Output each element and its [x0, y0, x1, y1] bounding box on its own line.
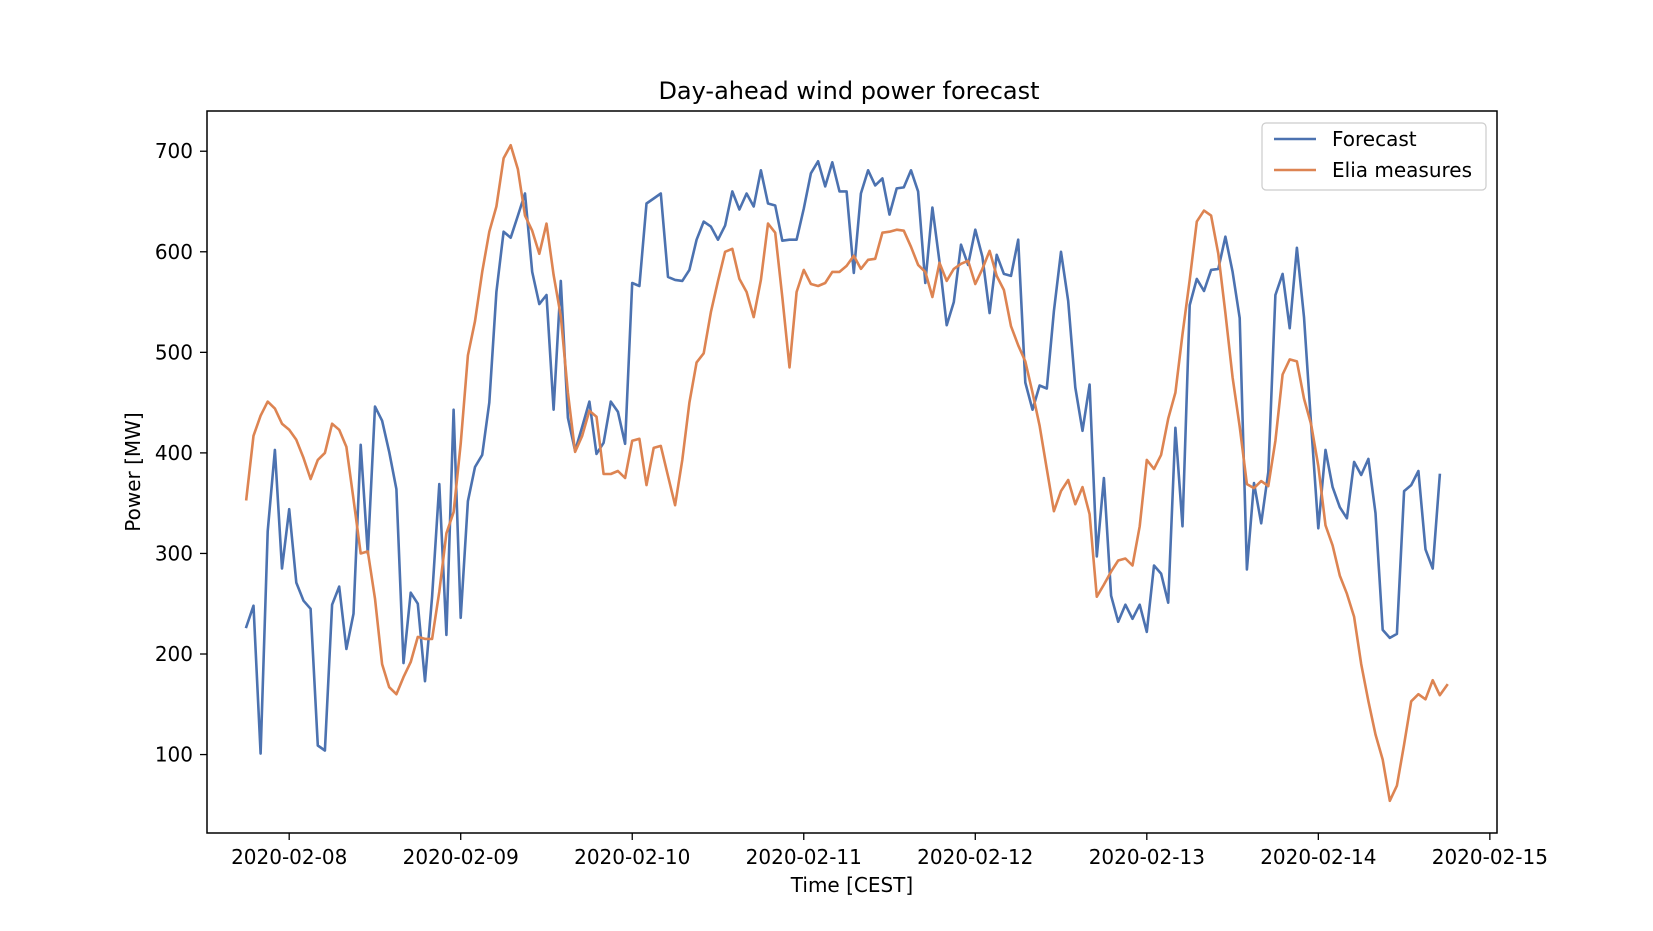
y-tick-label: 600	[155, 240, 193, 264]
x-tick-label: 2020-02-10	[574, 845, 690, 869]
legend: Forecast Elia measures	[1261, 122, 1487, 191]
y-tick-label: 300	[155, 541, 193, 565]
x-axis: 2020-02-08 2020-02-09 2020-02-10 2020-02-11…	[231, 833, 1548, 869]
y-tick-label: 200	[155, 642, 193, 666]
y-axis: 100 200 300 400 500 600 700	[155, 139, 207, 767]
series-line-forecast	[244, 160, 1442, 755]
y-tick-label: 400	[155, 441, 193, 465]
x-tick-label: 2020-02-12	[917, 845, 1033, 869]
x-tick-label: 2020-02-08	[231, 845, 347, 869]
y-tick-label: 700	[155, 139, 193, 163]
legend-box	[1261, 122, 1487, 191]
chart-title: Day-ahead wind power forecast	[658, 77, 1039, 105]
x-axis-label: Time [CEST]	[790, 873, 913, 897]
legend-label: Elia measures	[1332, 158, 1472, 182]
y-tick-label: 100	[155, 743, 193, 767]
y-tick-label: 500	[155, 340, 193, 364]
y-axis-label: Power [MW]	[121, 412, 145, 531]
axes-frame	[206, 110, 1498, 834]
series-line-elia-measures	[244, 143, 1449, 803]
x-tick-label: 2020-02-14	[1260, 845, 1376, 869]
x-tick-label: 2020-02-09	[403, 845, 519, 869]
plot-area	[244, 143, 1449, 803]
legend-label: Forecast	[1332, 127, 1417, 151]
x-tick-label: 2020-02-15	[1432, 845, 1548, 869]
x-tick-label: 2020-02-13	[1089, 845, 1205, 869]
x-tick-label: 2020-02-11	[746, 845, 862, 869]
